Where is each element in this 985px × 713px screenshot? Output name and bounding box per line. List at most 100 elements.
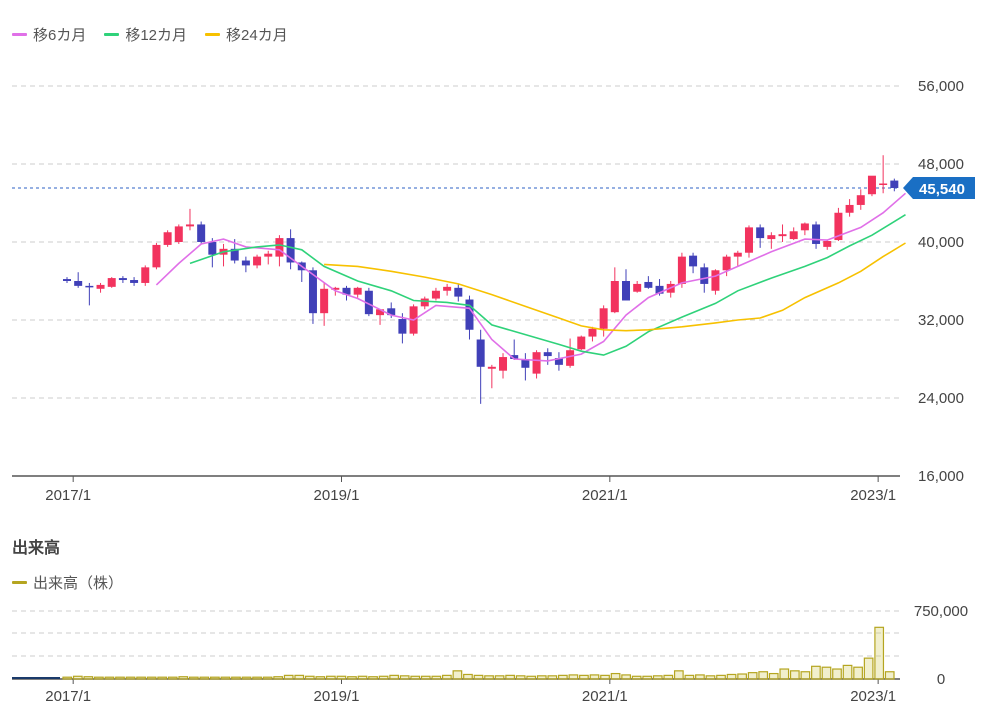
volume-bar[interactable]	[146, 676, 157, 680]
candle[interactable]	[465, 295, 474, 340]
volume-bar[interactable]	[884, 671, 895, 680]
volume-bar[interactable]	[557, 674, 568, 680]
candle[interactable]	[443, 283, 452, 296]
candle[interactable]	[677, 252, 686, 288]
volume-bar[interactable]	[231, 676, 241, 680]
volume-bar[interactable]	[304, 675, 315, 680]
volume-bar[interactable]	[283, 674, 294, 680]
volume-bar[interactable]	[842, 664, 853, 680]
candle[interactable]	[174, 224, 183, 244]
candle[interactable]	[476, 329, 485, 404]
candle[interactable]	[376, 309, 385, 325]
candle[interactable]	[152, 242, 161, 270]
candle[interactable]	[85, 282, 94, 306]
candle[interactable]	[208, 238, 217, 268]
volume-bar[interactable]	[83, 676, 94, 680]
volume-bar[interactable]	[863, 657, 874, 680]
candle[interactable]	[845, 199, 854, 217]
volume-bar[interactable]	[178, 676, 189, 680]
volume-bar[interactable]	[347, 676, 357, 680]
volume-bar[interactable]	[695, 674, 705, 680]
candle[interactable]	[532, 350, 541, 379]
volume-bar[interactable]	[758, 671, 769, 680]
volume-bar[interactable]	[684, 674, 695, 680]
candle[interactable]	[96, 282, 105, 293]
candle[interactable]	[353, 286, 362, 298]
volume-bar[interactable]	[621, 674, 631, 680]
candle[interactable]	[879, 155, 888, 194]
volume-bar[interactable]	[779, 668, 790, 680]
volume-bar[interactable]	[821, 666, 832, 680]
volume-bar[interactable]	[811, 665, 821, 680]
candle[interactable]	[63, 277, 71, 283]
volume-bar[interactable]	[389, 674, 400, 680]
candle[interactable]	[454, 283, 463, 302]
candle[interactable]	[431, 287, 440, 301]
candle[interactable]	[308, 267, 317, 324]
volume-bar[interactable]	[568, 674, 579, 680]
volume-bar[interactable]	[484, 675, 494, 680]
volume-bar[interactable]	[357, 675, 368, 680]
candle[interactable]	[856, 189, 865, 210]
candle[interactable]	[599, 305, 608, 337]
candle[interactable]	[733, 250, 742, 267]
candle[interactable]	[185, 208, 194, 231]
candle[interactable]	[107, 277, 116, 288]
candle[interactable]	[711, 269, 720, 295]
volume-bar[interactable]	[315, 676, 326, 680]
candle[interactable]	[543, 348, 552, 365]
volume-bar[interactable]	[157, 676, 168, 680]
candle[interactable]	[364, 287, 373, 317]
candle[interactable]	[342, 285, 351, 301]
volume-bar[interactable]	[600, 674, 610, 680]
volume-bar[interactable]	[336, 675, 347, 680]
candle[interactable]	[622, 269, 630, 301]
candle[interactable]	[286, 229, 295, 270]
volume-bar[interactable]	[104, 676, 115, 680]
candle[interactable]	[74, 272, 83, 288]
volume-bar[interactable]	[136, 676, 146, 680]
candle[interactable]	[264, 250, 273, 265]
candle[interactable]	[689, 252, 698, 274]
volume-bar[interactable]	[874, 626, 885, 680]
volume-bar[interactable]	[125, 676, 136, 680]
volume-bar[interactable]	[800, 671, 811, 680]
candle[interactable]	[320, 282, 329, 326]
candle[interactable]	[722, 254, 731, 277]
volume-bar[interactable]	[747, 672, 758, 680]
volume-bar[interactable]	[378, 675, 389, 680]
volume-bar[interactable]	[505, 674, 516, 680]
volume-bar[interactable]	[72, 675, 83, 680]
candle[interactable]	[789, 227, 798, 241]
volume-bar[interactable]	[547, 675, 558, 680]
volume-bar[interactable]	[494, 675, 505, 680]
volume-bar[interactable]	[94, 676, 104, 680]
volume-bar[interactable]	[441, 674, 452, 680]
volume-bar[interactable]	[294, 674, 305, 680]
volume-bar[interactable]	[526, 675, 537, 680]
candle[interactable]	[487, 364, 496, 389]
candle[interactable]	[756, 224, 765, 248]
volume-bar[interactable]	[62, 676, 73, 680]
volume-bar[interactable]	[652, 675, 663, 680]
candle[interactable]	[521, 353, 530, 381]
legend-item-ma24[interactable]: 移24カ月	[205, 24, 288, 45]
volume-bar[interactable]	[768, 672, 779, 680]
price-chart[interactable]: 56,000 48,000 40,000 32,000 24,000 16,000 2017…	[0, 0, 985, 520]
candle[interactable]	[554, 352, 563, 371]
candle[interactable]	[588, 326, 597, 342]
candle[interactable]	[800, 222, 809, 236]
candle[interactable]	[197, 221, 206, 244]
candle[interactable]	[633, 281, 642, 293]
candle[interactable]	[577, 335, 586, 351]
volume-bar[interactable]	[716, 674, 726, 680]
volume-bar[interactable]	[589, 674, 600, 680]
candle[interactable]	[499, 353, 508, 379]
candle[interactable]	[778, 224, 787, 242]
volume-bar[interactable]	[420, 675, 431, 680]
volume-bar[interactable]	[663, 674, 674, 680]
candle[interactable]	[890, 178, 899, 192]
volume-bar[interactable]	[726, 673, 737, 680]
volume-bar[interactable]	[252, 676, 262, 680]
volume-bar[interactable]	[210, 676, 220, 680]
